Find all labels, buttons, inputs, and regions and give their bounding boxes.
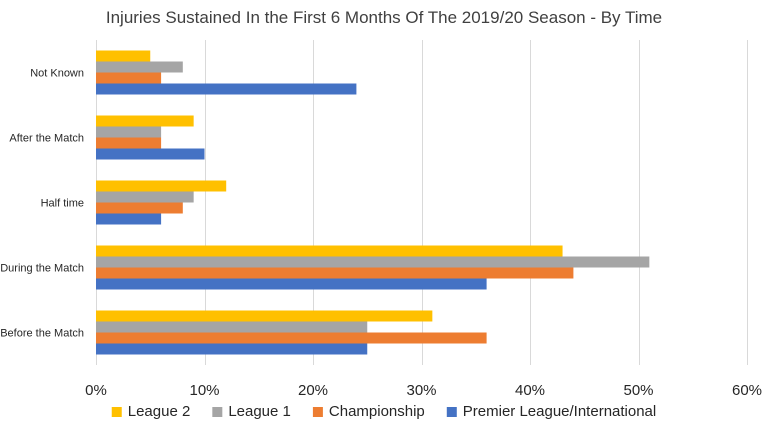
bar-league-1-after-the-match [96, 126, 162, 138]
category-label: After the Match [9, 133, 84, 145]
legend-item: League 2 [111, 403, 191, 420]
legend-label: Premier League/International [463, 403, 656, 420]
bar-league-2-before-the-match [96, 310, 433, 322]
bar-league-2-half-time [96, 180, 227, 192]
x-tick-label: 0% [85, 382, 107, 399]
legend-item: Championship [312, 403, 425, 420]
bar-championship-before-the-match [96, 332, 487, 344]
x-tick-labels: 0% 10% 20% 30% 40% 50% 60% [85, 382, 762, 399]
category-label: Half time [41, 198, 84, 210]
x-tick-label: 30% [406, 382, 436, 399]
x-tick-label: 10% [189, 382, 219, 399]
x-tick-label: 50% [623, 382, 653, 399]
category-label: During the Match [0, 263, 84, 275]
legend-swatch [446, 407, 457, 417]
bar-championship-not-known [96, 72, 162, 84]
bar-championship-half-time [96, 202, 183, 214]
bar-league-2-not-known [96, 50, 151, 62]
legend-label: League 1 [228, 403, 291, 420]
x-tick-label: 60% [732, 382, 762, 399]
category-label: Before the Match [0, 328, 84, 340]
bar-league-1-not-known [96, 61, 183, 73]
bar-premier-league-international-not-known [96, 83, 357, 95]
legend-label: Championship [329, 403, 425, 420]
bar-championship-during-the-match [96, 267, 574, 279]
legend-label: League 2 [128, 403, 191, 420]
bar-premier-league-international-before-the-match [96, 343, 368, 355]
chart-title: Injuries Sustained In the First 6 Months… [106, 8, 662, 27]
category-label: Not Known [30, 68, 84, 80]
bar-premier-league-international-half-time [96, 213, 162, 225]
legend: League 2 League 1 Championship Premier Leag… [111, 403, 656, 420]
bar-premier-league-international-after-the-match [96, 148, 205, 160]
legend-item: Premier League/International [446, 403, 656, 420]
bar-league-1-before-the-match [96, 321, 368, 333]
bar-premier-league-international-during-the-match [96, 278, 487, 290]
bar-league-2-after-the-match [96, 115, 194, 127]
bar-league-1-during-the-match [96, 256, 650, 268]
x-tick-label: 40% [515, 382, 545, 399]
legend-item: League 1 [212, 403, 291, 420]
bar-championship-after-the-match [96, 137, 162, 149]
bars [96, 50, 650, 355]
x-tick-label: 20% [298, 382, 328, 399]
legend-swatch [212, 407, 223, 417]
bar-league-1-half-time [96, 191, 194, 203]
bar-league-2-during-the-match [96, 245, 563, 257]
legend-swatch [312, 407, 323, 417]
category-labels: Not Known After the Match Half time During … [0, 68, 84, 340]
legend-swatch [111, 407, 122, 417]
